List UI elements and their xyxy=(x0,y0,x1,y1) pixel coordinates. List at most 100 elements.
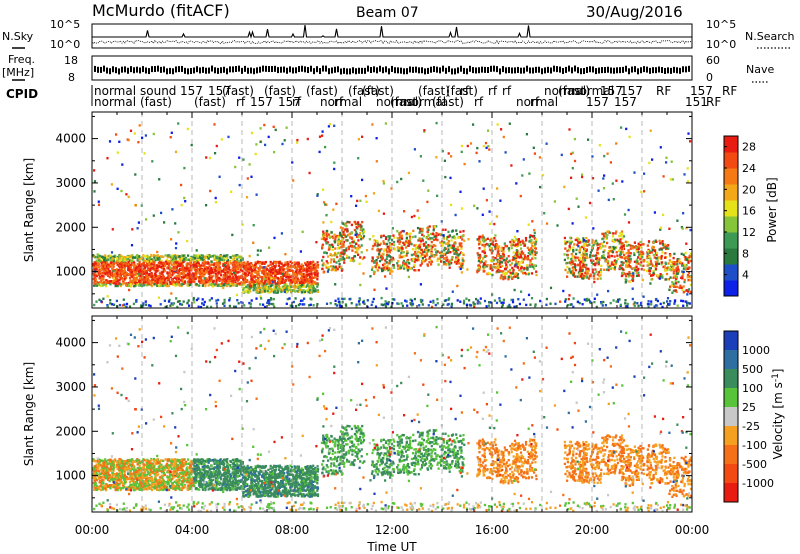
data-cell xyxy=(430,260,434,263)
data-cell xyxy=(259,266,262,269)
data-cell xyxy=(313,272,316,275)
data-cell xyxy=(306,281,309,285)
data-cell xyxy=(246,284,249,287)
data-cell xyxy=(681,264,684,267)
data-cell xyxy=(609,249,612,253)
data-cell xyxy=(595,254,598,257)
data-cell xyxy=(676,267,679,270)
data-cell xyxy=(529,251,532,254)
data-cell xyxy=(150,284,154,288)
data-cell xyxy=(639,255,642,258)
data-cell xyxy=(118,140,121,143)
data-cell xyxy=(572,246,575,249)
data-cell xyxy=(215,278,218,281)
data-cell xyxy=(175,277,178,281)
data-cell xyxy=(107,272,110,276)
data-cell xyxy=(610,261,613,264)
data-cell xyxy=(112,265,115,268)
data-cell xyxy=(147,268,150,272)
data-cell xyxy=(527,293,531,297)
data-cell xyxy=(507,278,510,281)
cpid-overlap-label: (fast) xyxy=(194,95,226,109)
data-cell xyxy=(513,255,516,258)
data-cell xyxy=(491,273,494,277)
data-cell xyxy=(686,180,689,183)
data-cell xyxy=(685,289,688,292)
data-cell xyxy=(346,228,349,231)
data-cell xyxy=(200,254,203,257)
data-cell xyxy=(125,274,128,277)
data-cell xyxy=(278,268,282,271)
data-cell xyxy=(266,268,269,271)
data-cell xyxy=(686,293,689,296)
data-cell xyxy=(337,236,340,239)
data-cell xyxy=(221,278,224,282)
data-cell xyxy=(231,254,234,258)
data-cell xyxy=(174,284,177,287)
data-cell xyxy=(502,250,505,253)
data-cell xyxy=(263,270,266,273)
data-cell xyxy=(325,266,328,269)
data-cell xyxy=(399,266,402,269)
data-cell xyxy=(440,252,443,255)
data-cell xyxy=(159,275,163,278)
data-cell xyxy=(461,257,464,260)
data-cell xyxy=(530,272,534,275)
data-cell xyxy=(150,258,153,262)
data-cell xyxy=(526,267,529,270)
data-cell xyxy=(322,232,325,235)
data-cell xyxy=(573,159,577,163)
data-cell xyxy=(431,245,434,249)
data-cell xyxy=(627,257,630,261)
data-cell xyxy=(478,265,482,268)
data-cell xyxy=(402,241,405,245)
data-cell xyxy=(202,258,205,262)
data-cell xyxy=(222,286,225,290)
data-cell xyxy=(161,277,164,281)
data-cell xyxy=(214,254,217,257)
data-cell xyxy=(134,276,138,280)
data-cell xyxy=(92,281,96,284)
data-cell xyxy=(413,264,416,267)
data-cell xyxy=(592,243,595,247)
data-cell xyxy=(309,266,312,270)
data-cell xyxy=(228,304,231,308)
data-cell xyxy=(418,245,422,249)
data-cell xyxy=(203,263,206,266)
data-cell xyxy=(419,227,422,231)
data-cell xyxy=(678,286,681,290)
data-cell xyxy=(621,263,624,266)
freq-mark xyxy=(646,66,648,73)
data-cell xyxy=(486,237,489,240)
data-cell xyxy=(669,268,672,271)
data-cell xyxy=(401,229,404,233)
data-cell xyxy=(419,243,422,246)
data-cell xyxy=(178,270,181,273)
data-cell xyxy=(145,274,148,277)
data-cell xyxy=(140,283,143,286)
data-cell xyxy=(103,270,106,273)
freq-mark xyxy=(211,65,213,72)
data-cell xyxy=(196,254,199,257)
data-cell xyxy=(123,273,126,276)
freq-mark xyxy=(175,66,177,73)
data-cell xyxy=(356,235,359,238)
data-cell xyxy=(563,240,567,243)
data-cell xyxy=(314,266,317,269)
data-cell xyxy=(606,264,609,267)
data-cell xyxy=(100,284,103,288)
data-cell xyxy=(334,238,337,241)
freq-mark xyxy=(628,68,630,75)
data-cell xyxy=(175,275,178,278)
data-cell xyxy=(182,260,185,263)
data-cell xyxy=(362,235,366,238)
freq-mark xyxy=(643,66,645,73)
data-cell xyxy=(136,277,139,281)
data-cell xyxy=(138,260,141,264)
data-cell xyxy=(159,265,163,269)
data-cell xyxy=(207,266,210,270)
data-cell xyxy=(155,270,158,273)
cpid-overlap-label: rf xyxy=(502,84,512,98)
data-cell xyxy=(650,274,653,277)
